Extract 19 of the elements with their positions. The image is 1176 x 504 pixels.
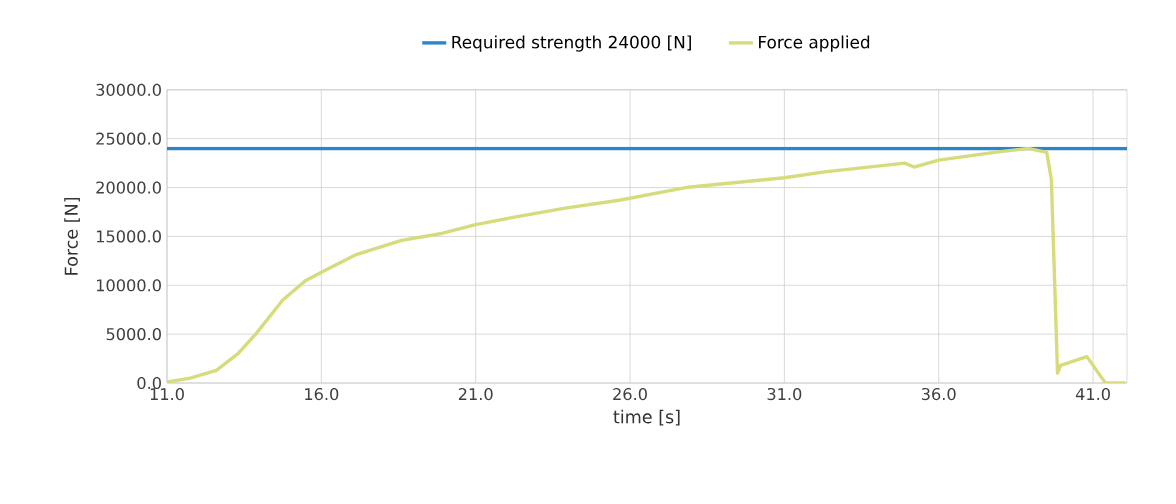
x-tick-label: 11.0 [150,387,184,401]
y-axis-title: Force [N] [64,197,80,275]
y-tick-label: 25000.0 [96,132,161,145]
x-tick-label: 21.0 [458,387,493,401]
legend-label: Force applied [759,35,870,52]
x-tick-label: 36.0 [921,387,956,401]
legend-label: Required strength 24000 [N] [452,35,691,52]
y-tick-label: 0.0 [137,376,161,390]
y-tick-label: 15000.0 [96,230,161,243]
y-tick-label: 30000.0 [96,83,161,96]
x-tick-label: 41.0 [1075,387,1110,401]
y-tick-label: 20000.0 [96,181,161,194]
x-tick-label: 16.0 [305,387,339,401]
x-tick-label: 31.0 [767,387,802,401]
y-tick-label: 5000.0 [106,328,161,341]
x-tick-label: 26.0 [613,387,647,401]
line-series [167,146,1127,383]
x-axis-title: time [s] [613,409,680,426]
y-tick-label: 10000.0 [96,279,161,292]
